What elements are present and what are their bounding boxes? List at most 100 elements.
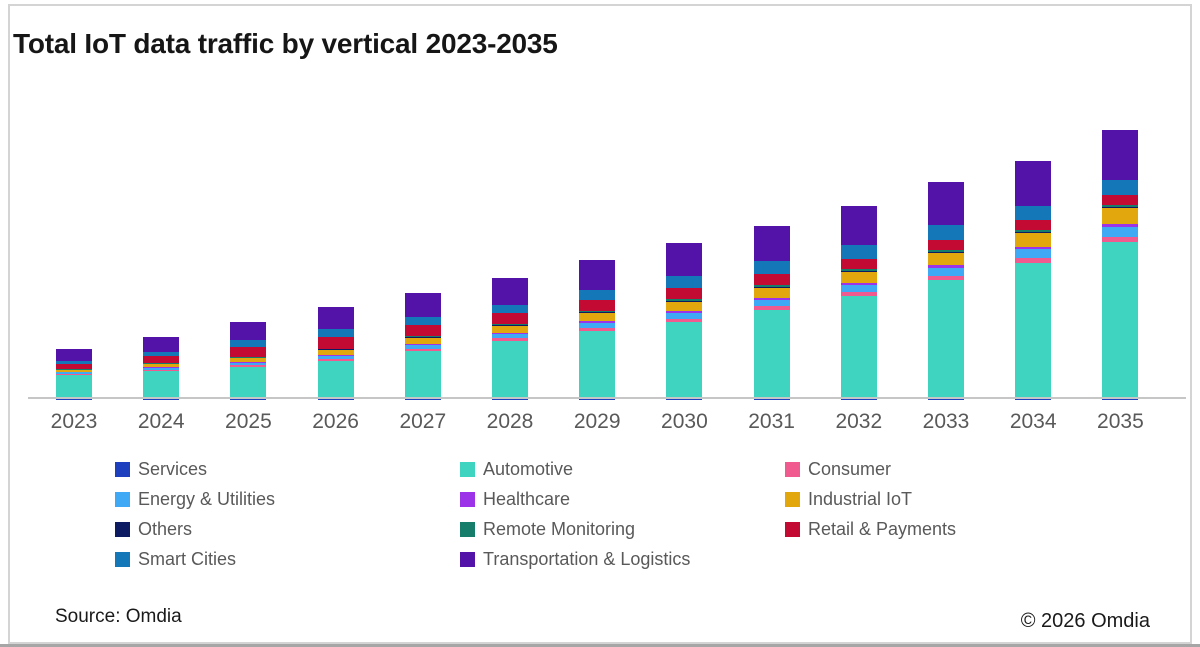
copyright-note: © 2026 Omdia [1020,610,1150,632]
bar-segment-retail-payments [1015,220,1052,230]
bar-segment-industrial-iot [579,312,616,322]
bar-2030 [666,243,703,399]
x-tick-label-2028: 2028 [486,410,534,433]
bar-segment-energy-utilities [666,313,703,319]
bar-2024 [143,337,180,399]
bar-segment-transportation-logistics [1102,129,1139,180]
legend-swatch-remote-monitoring [460,521,475,537]
bar-segment-energy-utilities [317,355,354,359]
bar-2027 [404,293,441,399]
bar-segment-automotive [840,295,877,399]
bar-segment-industrial-iot [404,337,441,344]
legend-item-retail-payments: Retail & Payments [785,519,1095,540]
bar-segment-automotive [1015,262,1052,399]
bar-segment-others [1015,231,1052,233]
bar-segment-remote-monitoring [666,299,703,301]
bar-segment-retail-payments [666,288,703,300]
bottom-edge-line [0,644,1200,647]
bar-segment-automotive [404,350,441,399]
bar-segment-energy-utilities [579,323,616,329]
x-tick-label-2029: 2029 [573,410,621,433]
bar-segment-transportation-logistics [317,307,354,330]
bar-segment-remote-monitoring [579,311,616,313]
bar-2034 [1015,160,1052,399]
bar-segment-retail-payments [579,300,616,312]
bar-2035 [1102,129,1139,399]
legend-label-transportation-logistics: Transportation & Logistics [483,548,691,569]
bar-segment-smart-cities [840,245,877,259]
bar-segment-retail-payments [143,356,180,364]
x-tick-label-2035: 2035 [1097,410,1144,433]
bar-segment-smart-cities [56,361,92,365]
bar-segment-energy-utilities [404,344,441,349]
plot-area [56,129,1139,399]
source-note: Source: Omdia [55,606,182,627]
bar-segment-healthcare [1102,223,1139,227]
bar-segment-industrial-iot [56,369,92,372]
x-tick-label-2027: 2027 [399,410,447,433]
bar-segment-transportation-logistics [666,243,703,277]
legend-label-others: Others [138,518,193,539]
bar-segment-energy-utilities [1102,226,1139,237]
bar-segment-consumer [317,358,354,361]
bar-segment-consumer [753,306,790,310]
x-tick-label-2024: 2024 [137,410,185,433]
x-tick-label-2034: 2034 [1009,410,1057,433]
bar-segment-others [666,300,703,302]
bar-2023 [56,349,92,399]
bar-segment-healthcare [1015,246,1052,250]
bar-segment-energy-utilities [840,284,877,292]
bar-segment-remote-monitoring [928,250,964,253]
bar-segment-automotive [143,370,180,399]
legend-item-services: Services [115,459,460,480]
bar-segment-transportation-logistics [492,277,528,305]
bar-segment-healthcare [492,332,528,335]
bar-segment-automotive [492,340,528,399]
bar-segment-energy-utilities [56,372,92,374]
bar-segment-healthcare [579,321,616,324]
legend-swatch-energy-utilities [115,491,130,507]
legend-item-healthcare: Healthcare [460,489,785,510]
bar-segment-retail-payments [56,364,92,370]
bar-segment-remote-monitoring [840,269,877,271]
bar-segment-energy-utilities [230,362,267,366]
bar-segment-consumer [579,328,616,331]
bar-segment-industrial-iot [840,271,877,283]
bar-segment-remote-monitoring [753,285,790,287]
bar-segment-retail-payments [404,324,441,337]
legend-item-energy-utilities: Energy & Utilities [115,489,460,510]
bar-segment-smart-cities [1015,205,1052,221]
bar-segment-automotive [928,279,964,399]
bar-segment-remote-monitoring [1015,229,1052,232]
bar-segment-consumer [840,291,877,296]
bar-segment-smart-cities [143,352,180,357]
bar-segment-smart-cities [928,225,964,241]
bar-segment-consumer [1015,258,1052,263]
x-tick-label-2025: 2025 [225,410,272,433]
bar-segment-smart-cities [666,276,703,289]
bar-segment-industrial-iot [317,349,354,355]
bar-segment-retail-payments [840,258,877,270]
bar-segment-automotive [317,360,354,399]
legend-item-transportation-logistics: Transportation & Logistics [460,549,785,570]
bar-segment-consumer [666,318,703,322]
legend-label-automotive: Automotive [483,458,574,479]
bar-segment-others [404,337,441,338]
legend-swatch-services [115,461,130,477]
bar-segment-automotive [1102,241,1139,399]
bar-segment-others [492,325,528,326]
legend-swatch-industrial-iot [785,491,800,507]
x-tick-label-2031: 2031 [748,410,795,433]
legend-item-smart-cities: Smart Cities [115,549,460,570]
bar-segment-healthcare [404,343,441,345]
legend-label-smart-cities: Smart Cities [138,548,237,569]
bar-segment-consumer [928,275,964,280]
legend-item-industrial-iot: Industrial IoT [785,489,1095,510]
chart-title: Total IoT data traffic by vertical 2023-… [13,28,558,59]
bar-segment-healthcare [317,354,354,356]
legend-label-services: Services [138,458,208,479]
bar-segment-smart-cities [753,261,790,275]
legend-swatch-automotive [460,461,475,477]
bar-segment-automotive [579,330,616,399]
